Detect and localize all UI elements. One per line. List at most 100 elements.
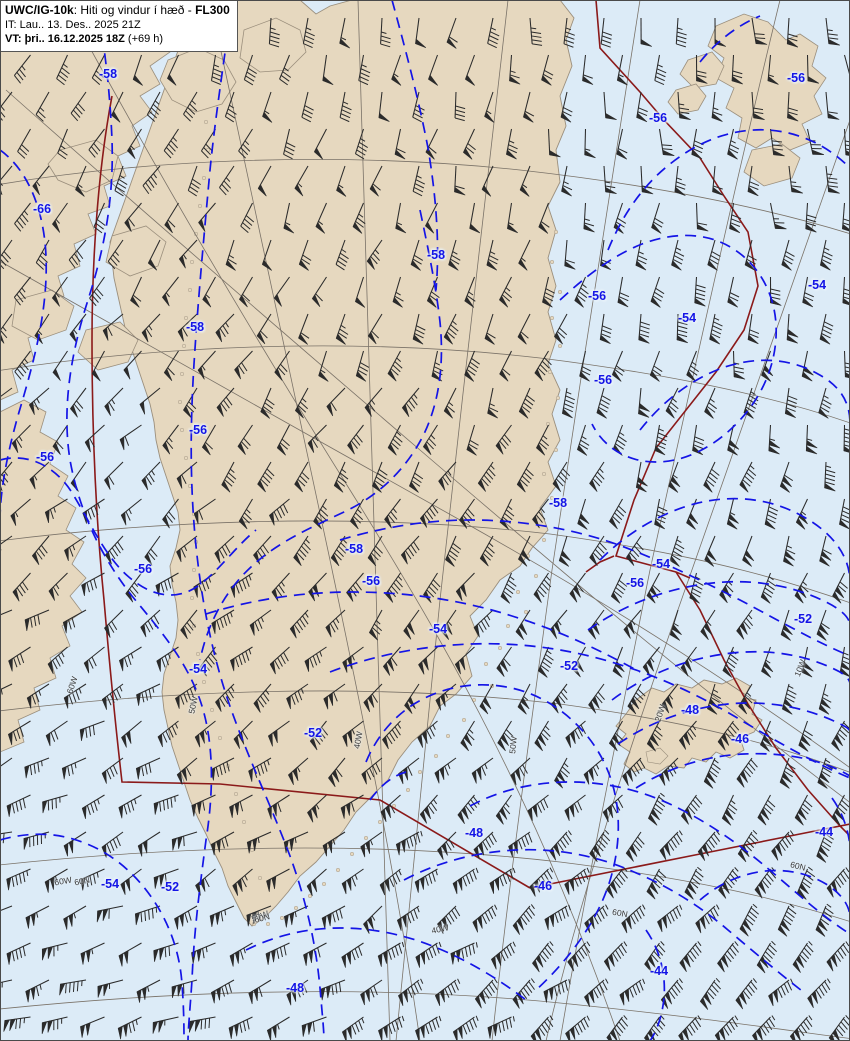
barb-half-5kt bbox=[749, 465, 755, 470]
wind-barb bbox=[588, 683, 605, 714]
barb-full-10kt bbox=[491, 907, 497, 917]
barb-flag-50kt bbox=[669, 555, 680, 567]
barb-full-10kt bbox=[785, 251, 795, 257]
wind-barb bbox=[68, 239, 87, 269]
wind-barb bbox=[675, 17, 687, 48]
barb-flag-50kt bbox=[202, 295, 212, 308]
barb-full-10kt bbox=[431, 504, 439, 514]
barb-flag-50kt bbox=[31, 551, 40, 565]
barb-full-10kt bbox=[241, 877, 247, 888]
barb-flag-50kt bbox=[394, 149, 406, 160]
barb-full-10kt bbox=[605, 185, 616, 189]
barb-flag-50kt bbox=[544, 916, 550, 931]
barb-full-10kt bbox=[525, 468, 534, 477]
barb-full-10kt bbox=[729, 873, 738, 882]
barb-full-10kt bbox=[354, 948, 360, 959]
wind-barb bbox=[567, 941, 591, 972]
barb-flag-50kt bbox=[781, 259, 792, 271]
barb-full-10kt bbox=[827, 181, 838, 184]
barb-half-5kt bbox=[397, 575, 403, 581]
barb-flag-50kt bbox=[707, 259, 718, 271]
barb-flag-50kt bbox=[510, 771, 517, 786]
barb-flag-50kt bbox=[81, 582, 87, 597]
wind-barb bbox=[584, 128, 596, 159]
wind-barb bbox=[210, 831, 235, 856]
barb-flag-50kt bbox=[575, 659, 584, 673]
barb-flag-50kt bbox=[415, 1027, 420, 1041]
wind-barb bbox=[366, 239, 383, 270]
coast-speck-16 bbox=[523, 609, 529, 615]
wind-barb bbox=[176, 461, 198, 489]
wind-barb bbox=[320, 979, 346, 1001]
barb-full-10kt bbox=[166, 798, 169, 810]
barb-half-5kt bbox=[438, 941, 442, 948]
barb-full-10kt bbox=[52, 586, 59, 596]
barb-full-10kt bbox=[654, 80, 665, 86]
barb-full-10kt bbox=[369, 767, 375, 778]
barb-half-5kt bbox=[208, 577, 212, 583]
barb-full-10kt bbox=[657, 436, 667, 442]
barb-full-10kt bbox=[523, 472, 532, 480]
wind-barb bbox=[638, 387, 650, 418]
barb-shaft bbox=[563, 17, 568, 44]
barb-flag-50kt bbox=[704, 555, 714, 567]
wind-barb bbox=[257, 165, 272, 197]
barb-full-10kt bbox=[616, 509, 625, 517]
barb-flag-50kt bbox=[345, 802, 351, 816]
wind-barb bbox=[367, 535, 383, 567]
isotherm-label: -56 bbox=[625, 576, 645, 590]
barb-flag-50kt bbox=[384, 515, 392, 529]
barb-flag-50kt bbox=[577, 444, 588, 456]
barb-full-10kt bbox=[301, 545, 309, 554]
coast-speck-40 bbox=[201, 175, 207, 181]
barb-full-10kt bbox=[55, 441, 64, 450]
barb-full-10kt bbox=[468, 945, 472, 956]
barb-flag-50kt bbox=[534, 1027, 542, 1041]
wind-barb bbox=[341, 868, 364, 895]
barb-full-10kt bbox=[282, 71, 292, 78]
barb-full-10kt bbox=[782, 918, 792, 926]
barb-full-10kt bbox=[482, 553, 491, 561]
barb-full-10kt bbox=[602, 833, 611, 842]
barb-flag-50kt bbox=[797, 888, 807, 900]
wind-barb bbox=[379, 868, 402, 896]
barb-full-10kt bbox=[0, 116, 3, 121]
wind-barb bbox=[825, 165, 840, 194]
barb-half-5kt bbox=[563, 688, 568, 694]
wind-barb bbox=[271, 572, 290, 602]
barb-flag-50kt bbox=[360, 843, 366, 858]
barb-full-10kt bbox=[95, 222, 104, 230]
coast-speck-5 bbox=[547, 369, 553, 375]
isotherm-17 bbox=[611, 650, 850, 701]
barb-full-10kt bbox=[635, 692, 644, 700]
barb-half-5kt bbox=[716, 904, 720, 910]
barb-flag-50kt bbox=[141, 476, 149, 491]
barb-full-10kt bbox=[428, 146, 437, 154]
barb-flag-50kt bbox=[783, 556, 794, 567]
wind-barb bbox=[132, 54, 143, 86]
barb-full-10kt bbox=[692, 588, 702, 594]
barb-full-10kt bbox=[731, 722, 740, 731]
barb-full-10kt bbox=[70, 112, 79, 122]
barb-full-10kt bbox=[691, 591, 701, 598]
wind-barb bbox=[12, 572, 31, 602]
barb-full-10kt bbox=[707, 912, 713, 922]
barb-flag-50kt bbox=[271, 949, 276, 963]
barb-flag-50kt bbox=[680, 663, 689, 677]
wind-barb bbox=[497, 720, 514, 752]
barb-full-10kt bbox=[286, 142, 296, 148]
barb-flag-50kt bbox=[156, 658, 161, 672]
barb-flag-50kt bbox=[446, 37, 457, 49]
wind-barb bbox=[445, 535, 462, 567]
barb-flag-50kt bbox=[696, 75, 708, 84]
barb-full-10kt bbox=[303, 39, 314, 45]
barb-flag-50kt bbox=[692, 445, 704, 456]
barb-flag-50kt bbox=[464, 370, 475, 382]
wind-barb bbox=[752, 1015, 776, 1041]
barb-flag-50kt bbox=[787, 38, 799, 48]
barb-flag-50kt bbox=[588, 915, 595, 930]
barb-flag-50kt bbox=[706, 549, 717, 562]
barb-full-10kt bbox=[125, 511, 131, 521]
barb-full-10kt bbox=[16, 220, 24, 229]
